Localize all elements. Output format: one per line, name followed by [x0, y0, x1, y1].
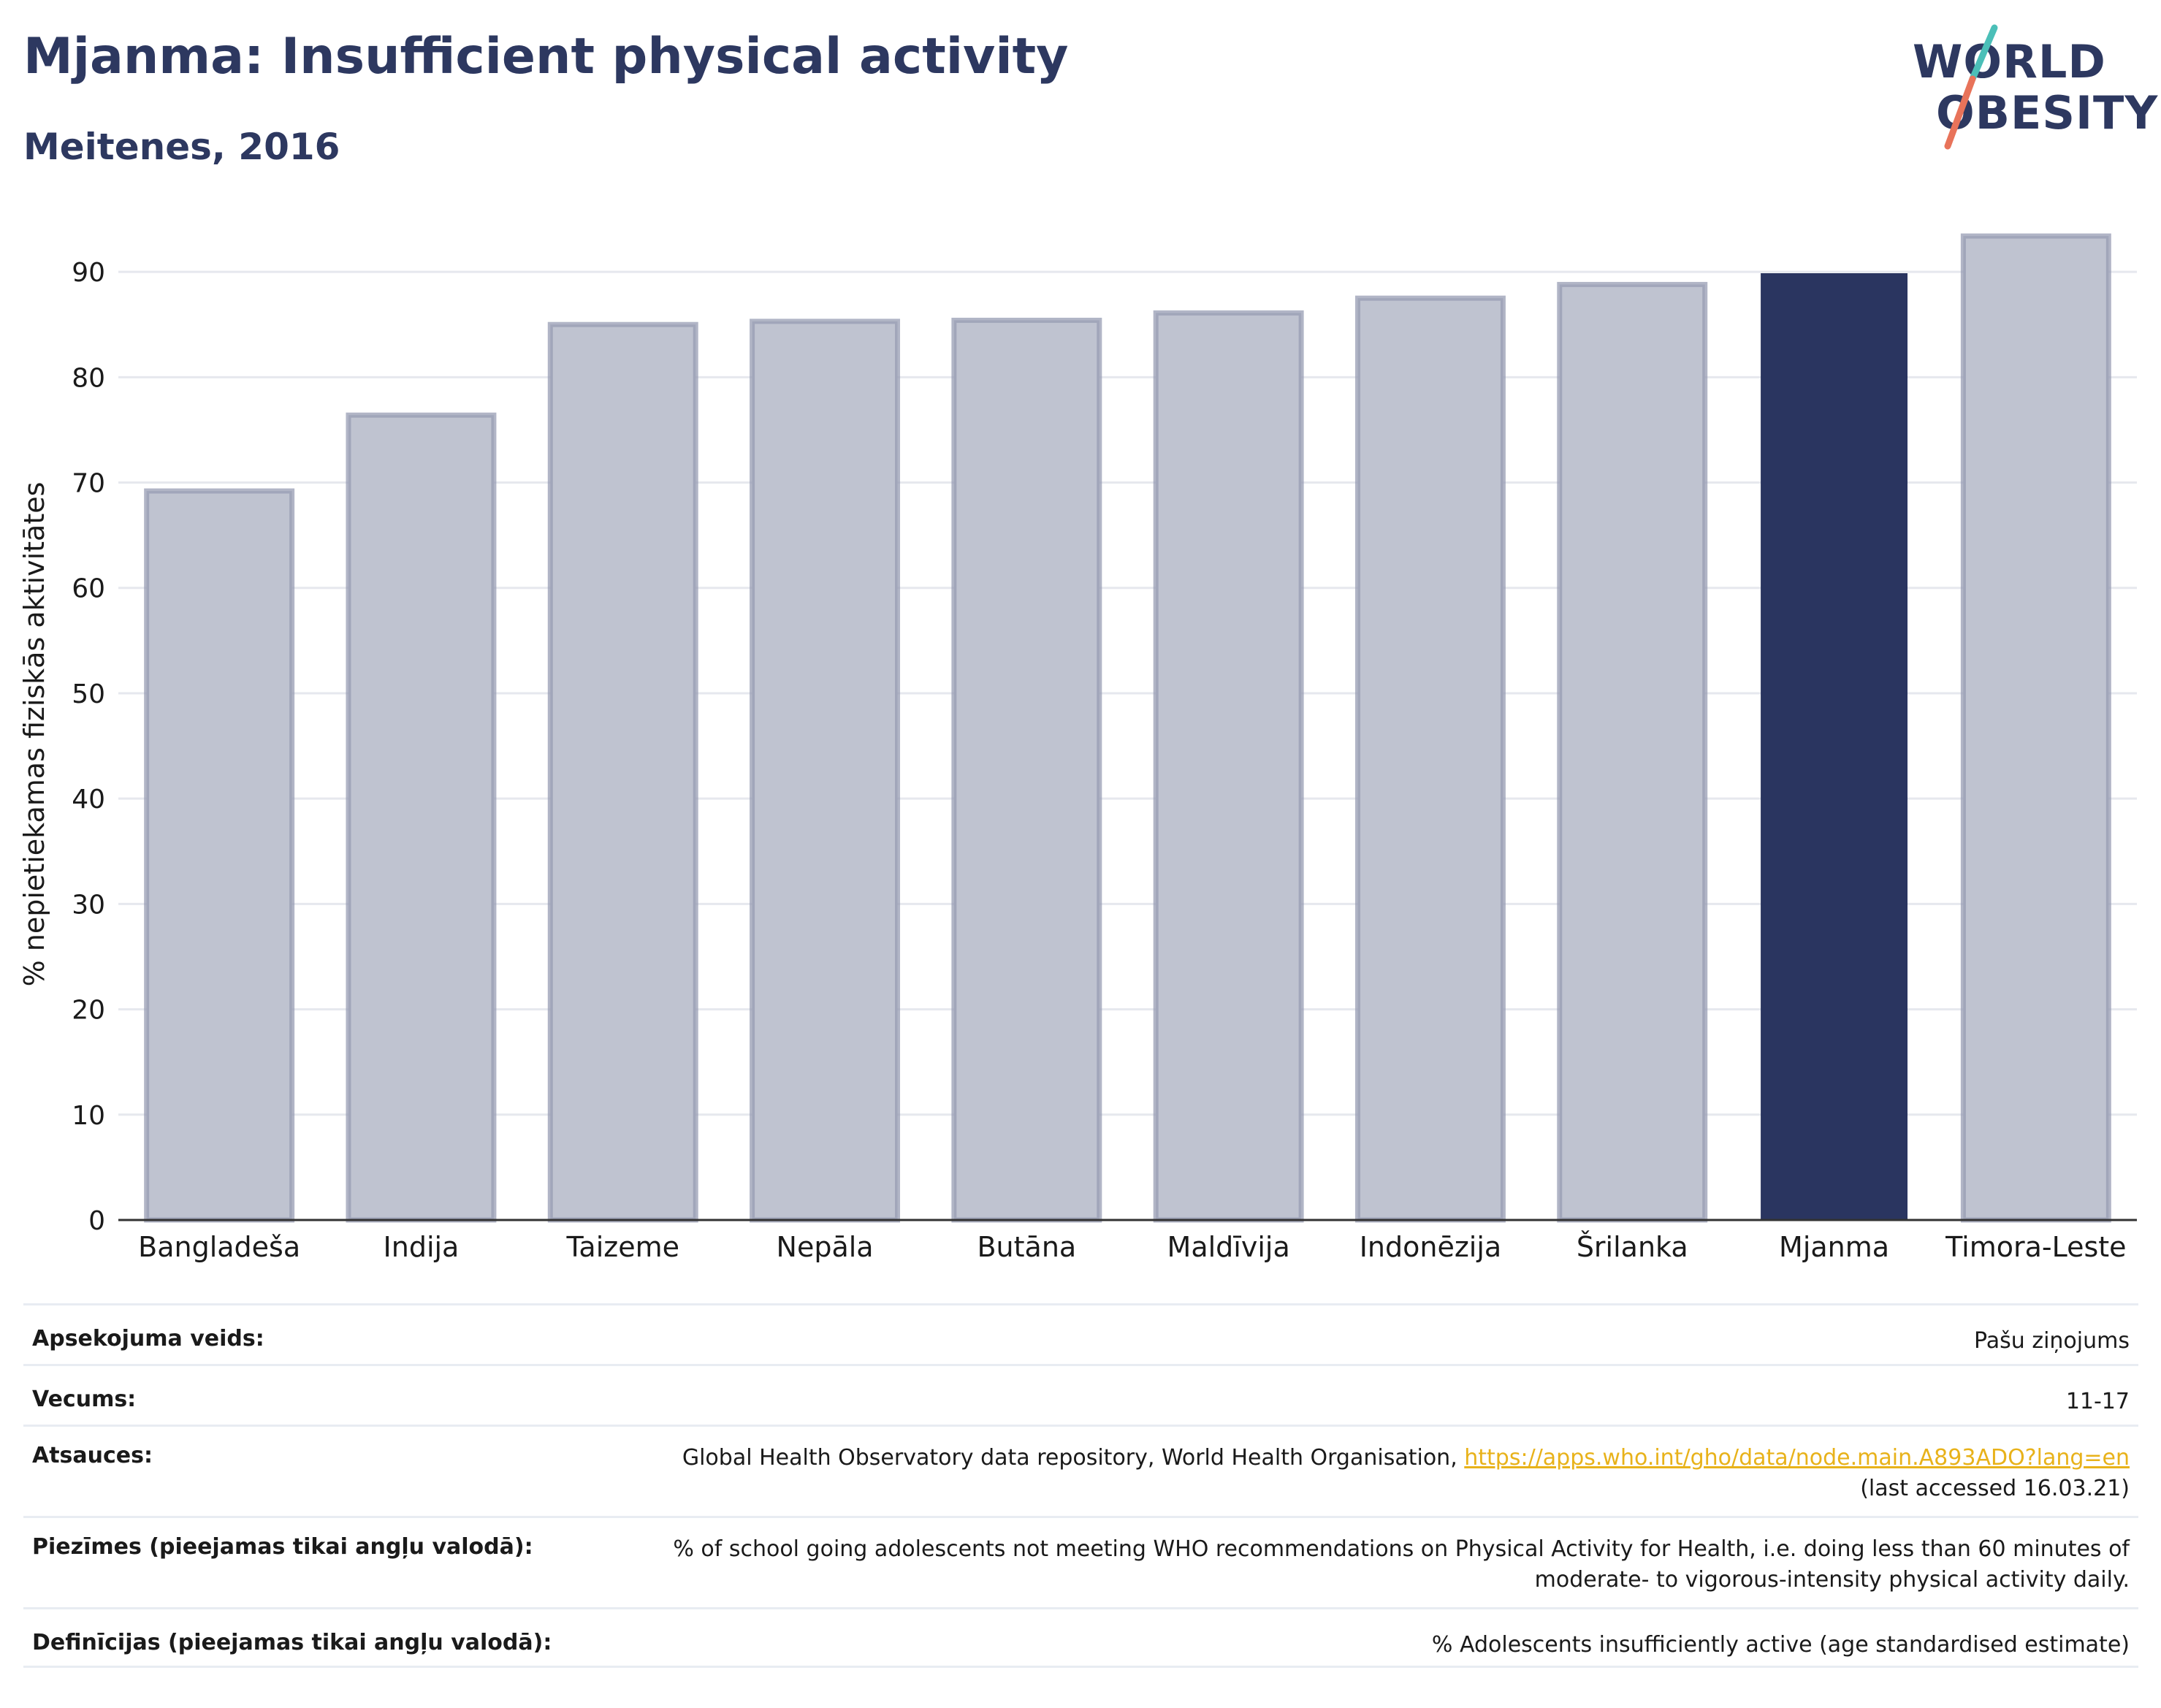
info-value: % Adolescents insufficiently active (age…	[1431, 1632, 2130, 1658]
bar-indija	[346, 412, 497, 1223]
notes-line1: % of school going adolescents not meetin…	[673, 1536, 2130, 1562]
x-tick-label: Timora-Leste	[1945, 1231, 2126, 1263]
x-tick-label: Indonēzija	[1360, 1231, 1501, 1263]
y-axis-label: % nepietiekamas fiziskās aktivitātes	[18, 482, 50, 987]
info-row-references: Atsauces: Global Health Observatory data…	[23, 1425, 2138, 1516]
x-tick-label: Indija	[384, 1231, 460, 1263]
y-tick-label: 10	[72, 1101, 105, 1131]
info-row-age: Vecums: 11-17	[23, 1364, 2138, 1425]
reference-link[interactable]: https://apps.who.int/gho/data/node.main.…	[1464, 1445, 2130, 1471]
bar-taizeme	[547, 321, 698, 1223]
y-tick-label: 80	[72, 363, 105, 393]
info-value: Pašu ziņojums	[1974, 1328, 2130, 1354]
world-obesity-logo: WORLD OBESITY	[1899, 22, 2157, 153]
logo-slash-icon	[1944, 24, 1998, 150]
bar-mald-vija	[1153, 310, 1304, 1223]
x-tick-label: Taizeme	[566, 1231, 680, 1263]
info-row-definitions: Definīcijas (pieejamas tikai angļu valod…	[23, 1607, 2138, 1668]
bars	[144, 233, 2111, 1223]
logo-text-line2: OBESITY	[1936, 86, 2159, 140]
reference-accessed: (last accessed 16.03.21)	[1860, 1476, 2130, 1501]
x-tick-label: Butāna	[977, 1231, 1076, 1263]
info-label: Piezīmes (pieejamas tikai angļu valodā):	[32, 1534, 533, 1560]
x-tick-label: Nepāla	[777, 1231, 874, 1263]
bar-nep-la	[750, 319, 901, 1223]
info-value: 11-17	[2065, 1389, 2130, 1414]
x-tick-label: Mjanma	[1779, 1231, 1889, 1263]
bar-timora-leste	[1960, 233, 2111, 1223]
reference-text: Global Health Observatory data repositor…	[682, 1445, 1465, 1471]
y-tick-label: 40	[72, 785, 105, 815]
chart-title: Mjanma: Insufficient physical activity	[23, 28, 1069, 85]
info-value: Global Health Observatory data repositor…	[682, 1443, 2130, 1504]
x-tick-label: Šrilanka	[1577, 1231, 1688, 1263]
info-row-survey-type: Apsekojuma veids: Pašu ziņojums	[23, 1303, 2138, 1364]
bar-chart: 0 10 20 30 40 50 60 70 80 90 Bangladeša Indija Taize…	[18, 233, 2137, 1263]
axes: 0 10 20 30 40 50 60 70 80 90 Bangladeša Indija Taize…	[72, 258, 2137, 1263]
info-label: Apsekojuma veids:	[32, 1326, 264, 1351]
x-tick-label: Bangladeša	[138, 1231, 300, 1263]
y-tick-label: 30	[72, 890, 105, 920]
y-tick-label: 50	[72, 679, 105, 709]
info-row-notes: Piezīmes (pieejamas tikai angļu valodā):…	[23, 1516, 2138, 1607]
info-value: % of school going adolescents not meetin…	[673, 1534, 2130, 1595]
info-label: Definīcijas (pieejamas tikai angļu valod…	[32, 1630, 552, 1655]
notes-line2: moderate- to vigorous-intensity physical…	[1534, 1567, 2130, 1593]
bar--rilanka	[1557, 281, 1708, 1223]
x-tick-label: Maldīvija	[1167, 1231, 1290, 1263]
y-tick-label: 60	[72, 574, 105, 604]
bar-but-na	[951, 317, 1102, 1223]
y-tick-label: 20	[72, 996, 105, 1026]
bar-mjanma	[1761, 272, 1908, 1221]
info-label: Vecums:	[32, 1387, 137, 1412]
bar-indon-zija	[1354, 295, 1506, 1223]
info-label: Atsauces:	[32, 1443, 153, 1468]
chart-subtitle: Meitenes, 2016	[23, 126, 340, 168]
y-tick-label: 0	[88, 1206, 105, 1236]
bar-banglade-a	[144, 488, 295, 1223]
info-table: Apsekojuma veids: Pašu ziņojums Vecums: …	[23, 1303, 2138, 1668]
logo-text-line1: WORLD	[1913, 35, 2106, 88]
y-tick-label: 70	[72, 469, 105, 499]
y-tick-label: 90	[72, 258, 105, 288]
